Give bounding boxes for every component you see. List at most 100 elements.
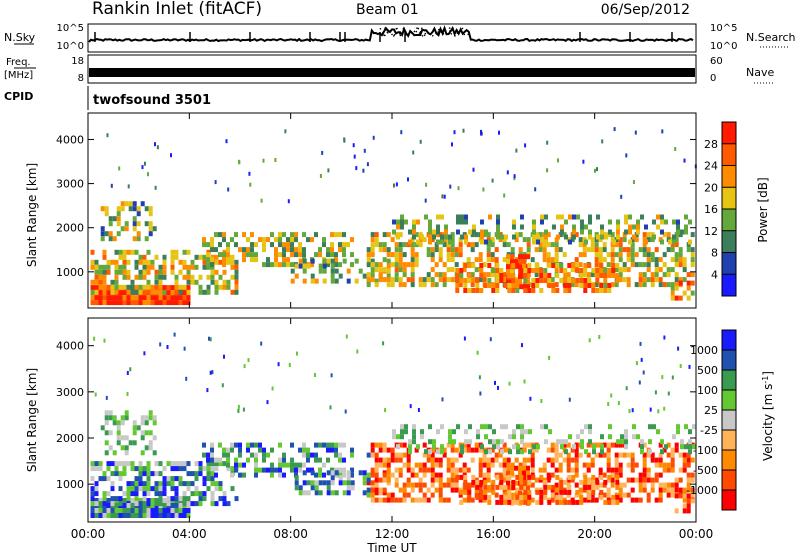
heatmap-cell: [262, 247, 266, 253]
heatmap-cell: [502, 477, 507, 483]
heatmap-cell: [624, 434, 628, 440]
heatmap-cell: [398, 487, 403, 493]
freq-label: Freq.: [6, 57, 31, 68]
heatmap-cell: [575, 499, 580, 505]
heatmap-cell: [186, 279, 191, 285]
heatmap-cell: [130, 513, 135, 518]
velocity-colorbar-tick-label: 25: [704, 404, 718, 417]
heatmap-cell: [222, 252, 226, 258]
heatmap-cell: [546, 242, 551, 248]
heatmap-cell: [558, 232, 563, 238]
heatmap-cell: [278, 237, 282, 243]
heatmap-cell: [646, 472, 651, 478]
heatmap-cell: [294, 263, 299, 269]
heatmap-cell: [482, 262, 487, 268]
heatmap-cell: [519, 268, 524, 273]
heatmap-cell: [538, 467, 543, 473]
heatmap-cell: [471, 263, 476, 268]
heatmap-cell: [542, 252, 547, 258]
heatmap-cell: [132, 430, 137, 436]
heatmap-cell: [513, 174, 516, 179]
heatmap-cell: [221, 383, 224, 388]
heatmap-cell: [422, 497, 427, 503]
heatmap-cell: [366, 247, 371, 253]
heatmap-cell: [603, 273, 608, 278]
heatmap-cell: [182, 491, 187, 497]
heatmap-cell: [210, 452, 214, 458]
heatmap-cell: [202, 466, 207, 472]
nsearch-dot: [442, 33, 444, 36]
heatmap-cell: [466, 257, 471, 263]
heatmap-cell: [106, 269, 111, 275]
nsearch-dot: [419, 31, 422, 33]
heatmap-cell: [294, 475, 299, 481]
heatmap-cell: [678, 452, 683, 458]
heatmap-cell: [326, 442, 330, 448]
heatmap-cell: [575, 268, 580, 273]
heatmap-cell: [178, 300, 183, 306]
heatmap-cell: [534, 187, 537, 192]
heatmap-cell: [422, 277, 427, 283]
heatmap-cell: [520, 439, 524, 445]
heatmap-cell: [618, 277, 623, 283]
heatmap-cell: [626, 257, 631, 263]
heatmap-cell: [690, 477, 695, 483]
heatmap-cell: [463, 288, 468, 293]
heatmap-cell: [674, 147, 677, 151]
heatmap-cell: [566, 462, 571, 468]
heatmap-cell: [500, 424, 504, 430]
heatmap-cell: [638, 380, 641, 385]
heatmap-cell: [174, 486, 179, 492]
heatmap-cell: [226, 457, 230, 463]
heatmap-cell: [515, 283, 520, 288]
heatmap-cell: [499, 484, 504, 490]
heatmap-cell: [450, 472, 455, 478]
heatmap-cell: [416, 444, 420, 450]
heatmap-cell: [678, 467, 683, 473]
heatmap-cell: [234, 284, 239, 290]
heatmap-cell: [686, 247, 691, 253]
heatmap-cell: [532, 229, 536, 235]
heatmap-cell: [491, 479, 496, 485]
heatmap-cell: [567, 263, 572, 268]
heatmap-cell: [511, 479, 516, 485]
heatmap-cell: [262, 467, 266, 473]
heatmap-cell: [638, 482, 643, 488]
heatmap-cell: [326, 258, 331, 264]
heatmap-cell: [511, 484, 516, 490]
heatmap-cell: [667, 391, 670, 396]
heatmap-cell: [463, 278, 468, 283]
heatmap-cell: [143, 351, 146, 356]
heatmap-cell: [166, 496, 171, 502]
heatmap-cell: [422, 482, 427, 488]
heatmap-cell: [640, 449, 644, 455]
heatmap-cell: [138, 508, 143, 513]
heatmap-cell: [588, 214, 592, 220]
heatmap-cell: [608, 229, 612, 235]
heatmap-cell: [661, 129, 664, 134]
heatmap-cell: [410, 272, 415, 278]
heatmap-cell: [318, 490, 323, 496]
heatmap-cell: [110, 289, 115, 295]
heatmap-cell: [226, 252, 230, 258]
y-tick-label: 1000: [56, 266, 84, 279]
heatmap-cell: [574, 262, 579, 268]
heatmap-cell: [122, 461, 127, 467]
heatmap-cell: [134, 496, 139, 502]
heatmap-cell: [132, 221, 137, 227]
heatmap-cell: [503, 193, 506, 198]
heatmap-cell: [614, 267, 619, 273]
heatmap-cell: [550, 487, 555, 493]
heatmap-cell: [446, 467, 451, 473]
nsearch-dot: [391, 28, 394, 31]
heatmap-cell: [654, 277, 659, 283]
heatmap-cell: [654, 262, 659, 268]
heatmap-cell: [186, 508, 191, 513]
heatmap-cell: [491, 178, 494, 183]
heatmap-cell: [302, 447, 306, 453]
heatmap-cell: [374, 472, 379, 478]
heatmap-cell: [559, 494, 564, 500]
heatmap-cell: [482, 457, 487, 463]
heatmap-cell: [166, 461, 171, 467]
nsearch-dot: [467, 33, 470, 36]
